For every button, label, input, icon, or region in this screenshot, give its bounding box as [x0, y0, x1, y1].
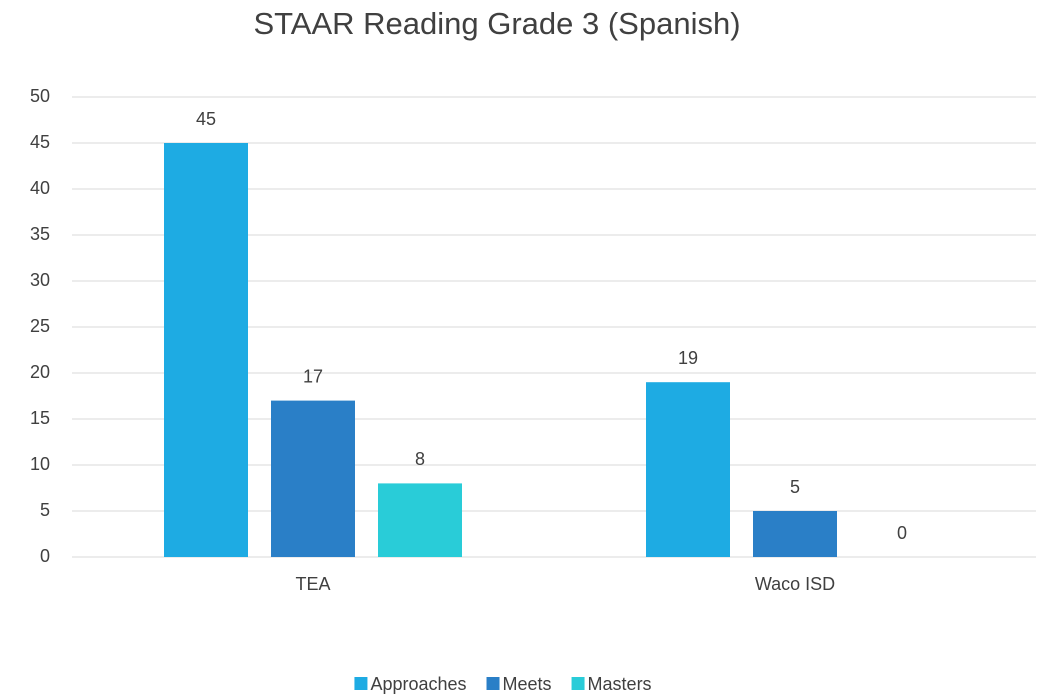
y-tick-label: 50 — [30, 86, 50, 106]
data-label: 0 — [897, 523, 907, 543]
legend-swatch — [486, 677, 500, 690]
data-label: 5 — [790, 477, 800, 497]
y-tick-label: 25 — [30, 316, 50, 336]
y-tick-label: 15 — [30, 408, 50, 428]
y-tick-label: 40 — [30, 178, 50, 198]
y-tick-label: 10 — [30, 454, 50, 474]
bar — [378, 483, 462, 557]
y-tick-label: 45 — [30, 132, 50, 152]
y-tick-label: 35 — [30, 224, 50, 244]
y-tick-label: 20 — [30, 362, 50, 382]
y-tick-label: 5 — [40, 500, 50, 520]
bar — [646, 382, 730, 557]
legend-label: Masters — [588, 674, 652, 694]
chart-title: STAAR Reading Grade 3 (Spanish) — [253, 6, 740, 41]
legend-swatch — [571, 677, 585, 690]
bar — [753, 511, 837, 557]
legend-swatch — [354, 677, 368, 690]
y-tick-label: 30 — [30, 270, 50, 290]
data-label: 45 — [196, 109, 216, 129]
legend-label: Approaches — [370, 674, 466, 694]
legend-label: Meets — [503, 674, 552, 694]
data-label: 19 — [678, 348, 698, 368]
bar — [271, 400, 355, 557]
x-tick-label: Waco ISD — [755, 574, 835, 594]
legend: Approaches Meets Masters — [354, 674, 652, 694]
x-tick-label: TEA — [295, 574, 330, 594]
bar — [164, 143, 248, 557]
y-tick-label: 0 — [40, 546, 50, 566]
data-label: 8 — [415, 449, 425, 469]
data-label: 17 — [303, 366, 323, 386]
